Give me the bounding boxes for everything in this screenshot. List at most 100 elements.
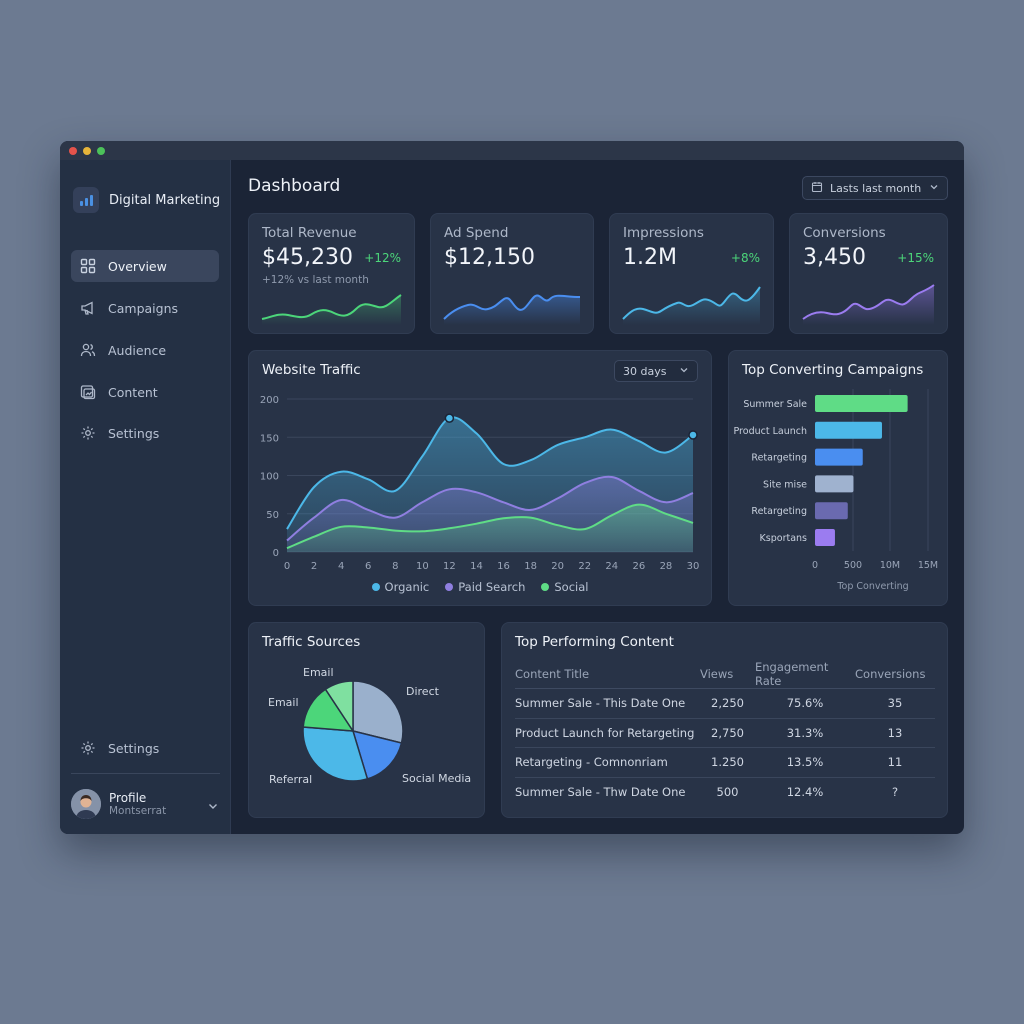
data-point[interactable] — [688, 430, 698, 440]
x-tick-label: 15M — [918, 560, 938, 571]
chevron-down-icon — [679, 365, 689, 378]
sparkline — [443, 294, 581, 325]
sidebar-item-overview[interactable]: Overview — [71, 250, 219, 282]
campaign-bar[interactable] — [815, 395, 908, 412]
legend-item-social[interactable]: Social — [541, 580, 588, 594]
legend-item-paid-search[interactable]: Paid Search — [445, 580, 525, 594]
table-row[interactable]: Summer Sale - This Date One 2,250 75.6% … — [515, 688, 935, 719]
range-select[interactable]: 30 days — [614, 360, 698, 382]
kpi-card-total-revenue[interactable]: Total Revenue $45,230 +12% +12% vs last … — [248, 213, 415, 334]
kpi-label: Impressions — [623, 225, 704, 241]
pie-slice[interactable] — [351, 729, 403, 780]
sidebar-item-label: Content — [108, 384, 158, 400]
app-window: Digital Marketing Overview Campaigns Aud… — [60, 141, 964, 834]
kpi-card-conversions[interactable]: Conversions 3,450 +15% — [789, 213, 948, 334]
series-line-organic[interactable] — [286, 416, 694, 530]
pie-slice[interactable] — [302, 726, 369, 782]
sparkline — [261, 294, 402, 325]
date-range-select[interactable]: Lasts last month — [802, 176, 948, 200]
x-tick-label: 16 — [497, 561, 510, 571]
sidebar-item-campaigns[interactable]: Campaigns — [71, 292, 219, 324]
cell-engagement: 31.3% — [755, 718, 855, 748]
y-tick-label: 0 — [273, 548, 279, 559]
sidebar-item-label: Campaigns — [108, 300, 179, 316]
campaign-bar[interactable] — [815, 502, 848, 520]
profile-subtitle: Montserrat — [109, 805, 167, 817]
pie-slice[interactable] — [324, 680, 354, 734]
top-campaigns-panel: Top Converting Campaigns Summer Sale Prod… — [728, 350, 948, 606]
bar-label: Retargeting — [751, 453, 807, 464]
gear-icon — [80, 740, 96, 756]
kpi-card-impressions[interactable]: Impressions 1.2M +8% — [609, 213, 774, 334]
cell-title: Summer Sale - Thw Date One — [515, 785, 686, 799]
data-point[interactable] — [444, 413, 455, 423]
kpi-value: $12,150 — [444, 245, 535, 270]
chevron-down-icon — [929, 182, 939, 195]
avatar — [71, 789, 101, 819]
series-line-paid-search[interactable] — [286, 475, 694, 542]
table-header-row: Content Title Views Engagement Rate Conv… — [515, 660, 935, 689]
bar-label: Retargeting — [751, 506, 807, 517]
legend-label: Paid Search — [458, 580, 526, 594]
table-row[interactable]: Summer Sale - Thw Date One 500 12.4% ? — [515, 777, 935, 807]
x-tick-label: 2 — [311, 561, 317, 571]
x-tick-label: 18 — [524, 561, 537, 571]
x-tick-label: 28 — [660, 561, 673, 571]
column-header-engagement[interactable]: Engagement Rate — [755, 660, 855, 689]
kpi-label: Ad Spend — [444, 225, 509, 241]
campaign-bar[interactable] — [815, 475, 854, 493]
pie-label: Referral — [269, 773, 312, 786]
x-tick-label: 6 — [365, 561, 371, 571]
page-title: Dashboard — [248, 176, 341, 196]
minimize-window-button[interactable] — [83, 147, 91, 155]
legend-swatch — [541, 583, 550, 591]
column-header-conversions[interactable]: Conversions — [855, 660, 935, 689]
panel-title: Traffic Sources — [262, 634, 361, 650]
x-tick-label: 24 — [605, 561, 618, 571]
column-header-views[interactable]: Views — [700, 660, 755, 689]
column-header-title[interactable]: Content Title — [515, 660, 700, 689]
chevron-down-icon[interactable] — [207, 797, 219, 816]
pie-label: Social Media — [402, 772, 471, 785]
cell-engagement: 75.6% — [755, 688, 855, 719]
sidebar-item-settings[interactable]: Settings — [71, 417, 219, 449]
profile-name: Profile — [109, 791, 147, 805]
sidebar-item-audience[interactable]: Audience — [71, 334, 219, 366]
campaign-bar[interactable] — [815, 421, 882, 439]
close-window-button[interactable] — [69, 147, 77, 155]
x-tick-label: 26 — [632, 561, 645, 571]
kpi-card-ad-spend[interactable]: Ad Spend $12,150 — [430, 213, 594, 334]
x-tick-label: 8 — [392, 561, 398, 571]
pie-slice[interactable] — [352, 680, 404, 744]
legend-item-organic[interactable]: Organic — [371, 580, 429, 594]
table-row[interactable]: Product Launch for Retargeting 2,750 31.… — [515, 718, 935, 748]
series-line-social[interactable] — [286, 503, 694, 550]
zoom-window-button[interactable] — [97, 147, 105, 155]
sidebar-item-label: Overview — [108, 258, 167, 274]
profile-menu[interactable]: Profile Montserrat — [71, 788, 221, 820]
sidebar-bottom-settings[interactable]: Settings — [71, 732, 219, 764]
cell-conversions: 11 — [855, 747, 935, 778]
sidebar-item-label: Settings — [108, 425, 160, 441]
cell-views: 2,250 — [700, 688, 755, 719]
bar-chart-icon — [73, 187, 99, 213]
brand[interactable]: Digital Marketing — [73, 187, 220, 213]
top-content-panel: Top Performing Content Content Title Vie… — [501, 622, 948, 818]
bar-label: Product Launch — [734, 426, 808, 437]
cell-conversions: ? — [891, 785, 899, 799]
legend-swatch — [371, 583, 380, 591]
campaign-bar[interactable] — [815, 529, 835, 546]
x-tick-label: 10 — [416, 561, 429, 571]
title-bar — [60, 141, 964, 160]
table-row[interactable]: Retargeting - Comnonriam 1.250 13.5% 11 — [515, 747, 935, 778]
y-tick-label: 200 — [260, 395, 279, 406]
cell-title: Retargeting - Comnonriam — [515, 747, 700, 778]
website-traffic-panel: Website Traffic 30 days 0 50 100 150 200 0 2 4 6… — [248, 350, 712, 606]
traffic-sources-pie: Direct Social Media Referral Email Email — [268, 666, 471, 786]
kpi-value: $45,230 — [262, 245, 353, 270]
campaign-bar[interactable] — [815, 448, 863, 466]
cell-engagement: 12.4% — [786, 785, 824, 799]
sidebar-item-content[interactable]: Content — [71, 376, 219, 408]
pie-label: Email — [268, 696, 299, 709]
y-tick-label: 50 — [266, 510, 279, 521]
